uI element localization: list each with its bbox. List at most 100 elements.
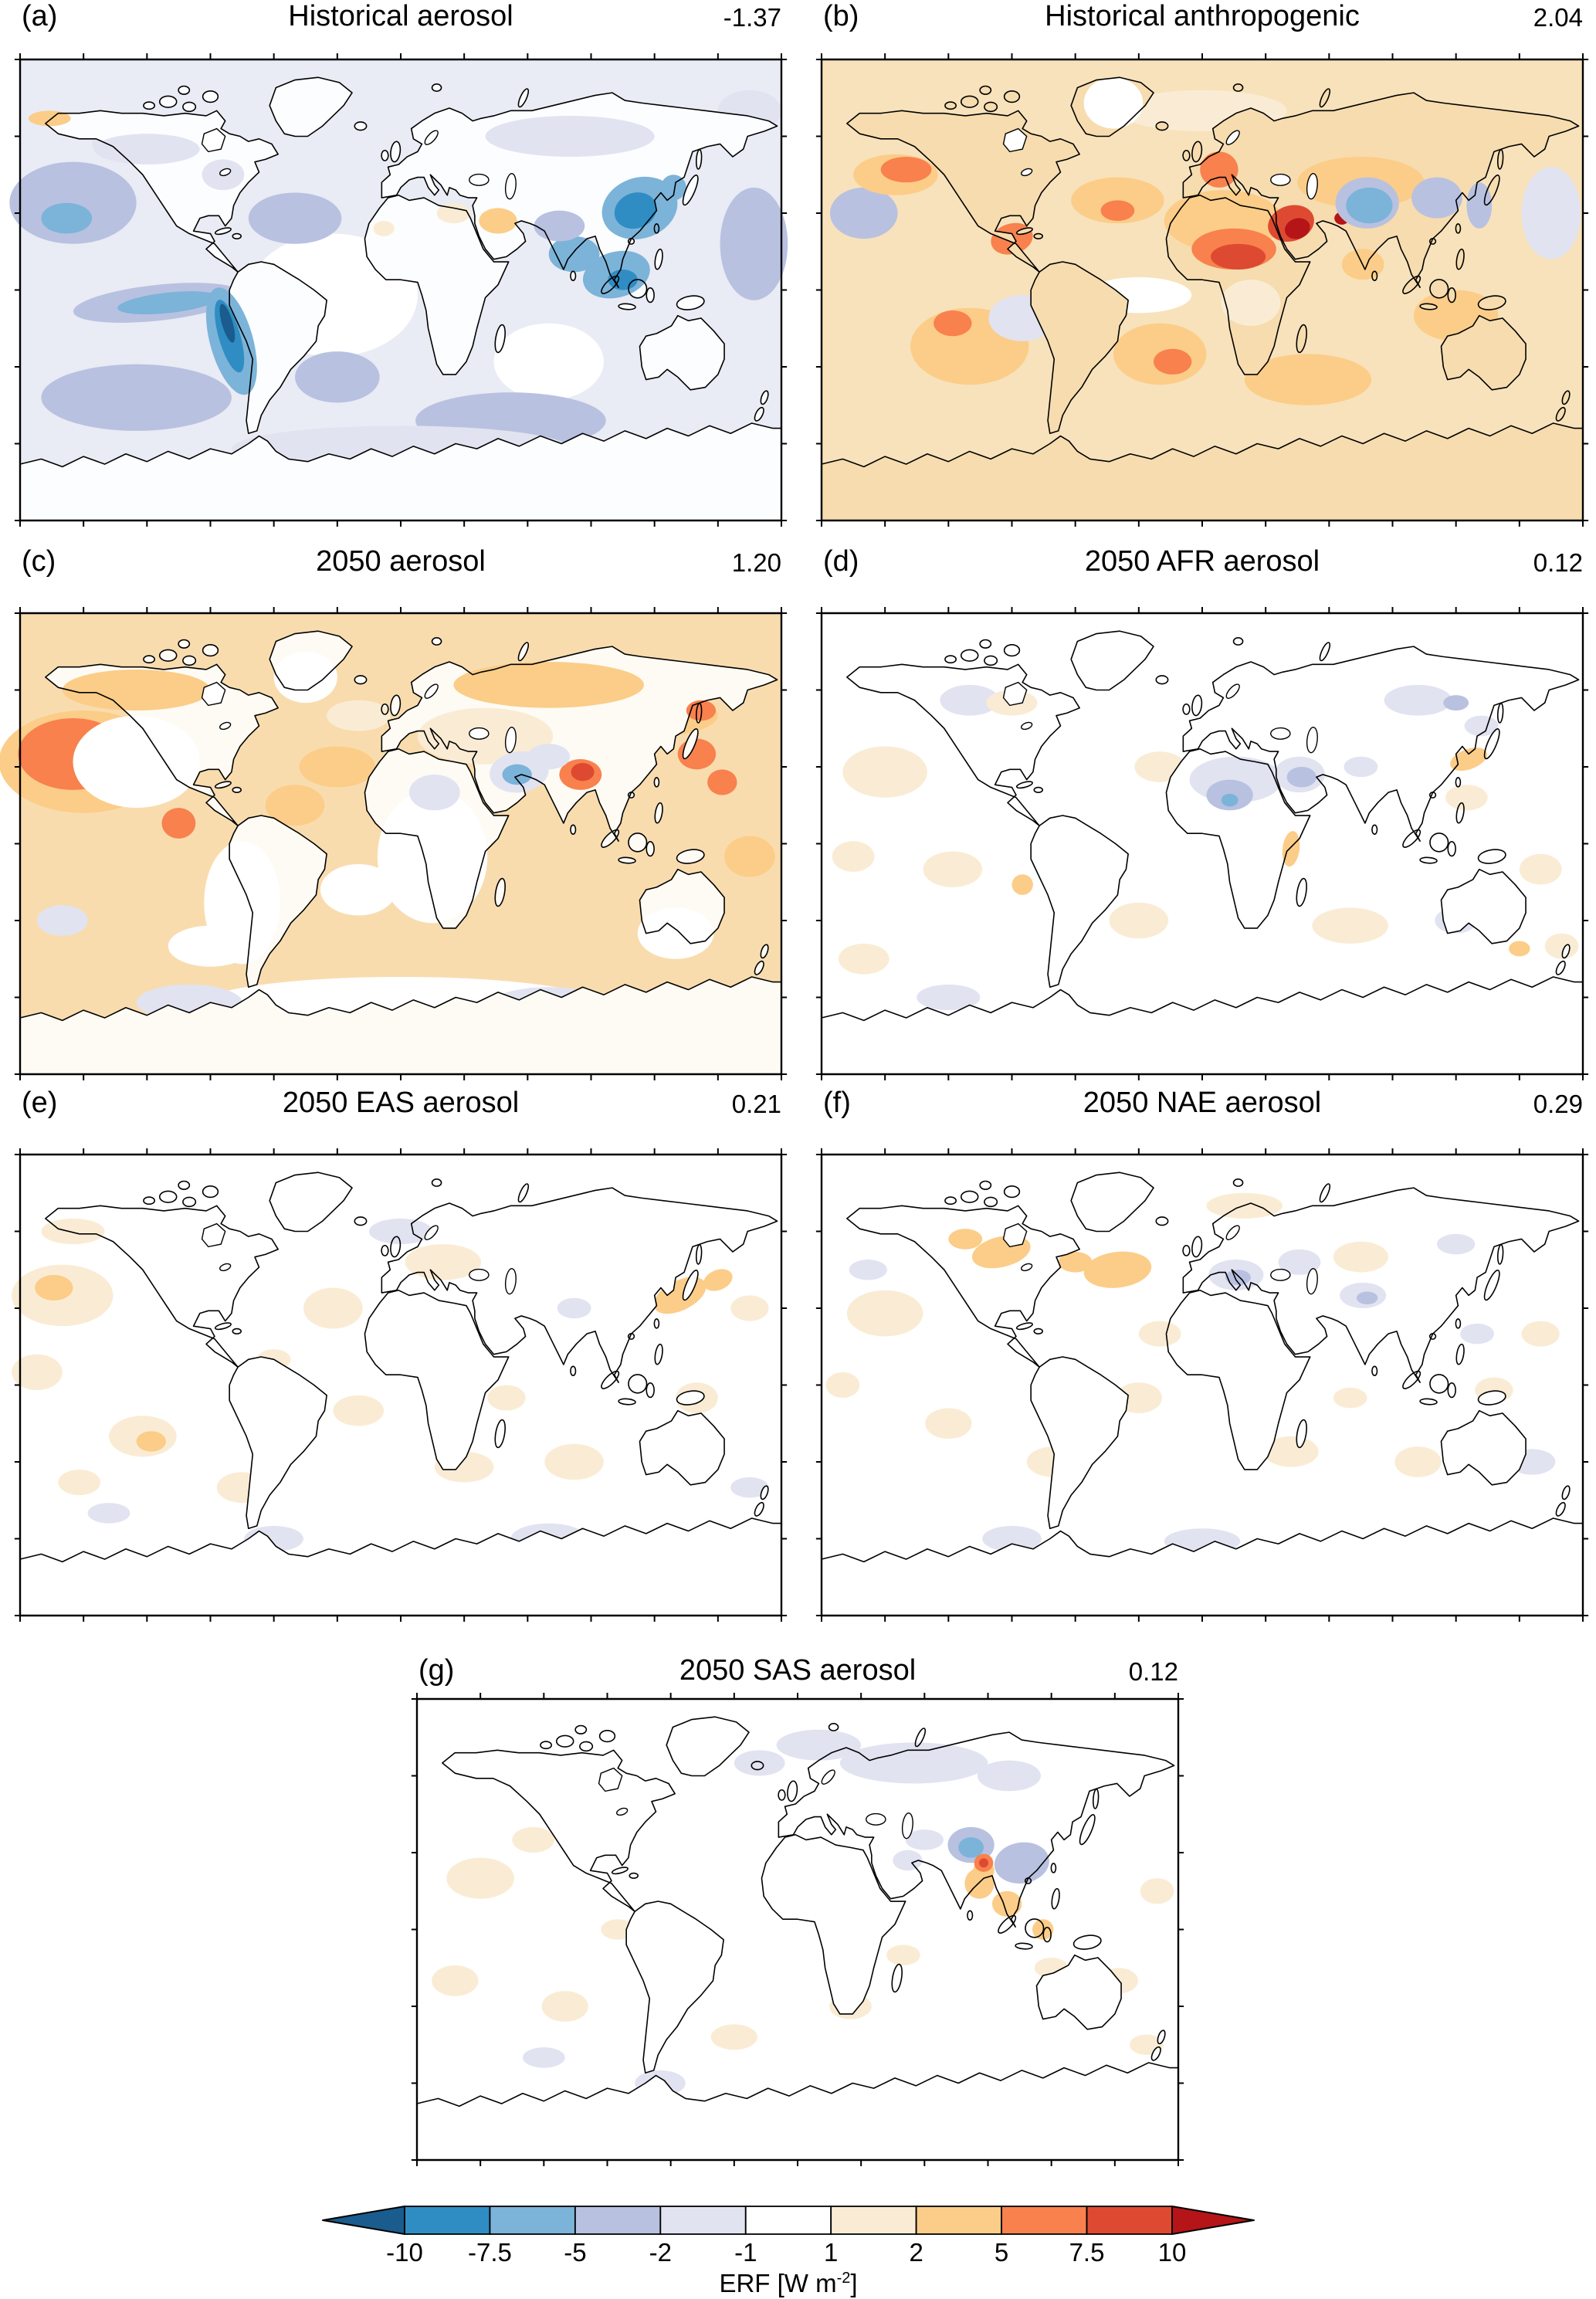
colorbar-gradient	[314, 2204, 1261, 2236]
colorbar-tick: 1	[824, 2238, 839, 2267]
map-frame	[822, 59, 1583, 520]
colorbar-segment	[659, 2206, 747, 2235]
colorbar-axis-label: ERF [W m-2]	[719, 2269, 858, 2297]
map-frame-ticks	[412, 1693, 1184, 2166]
panel-f-header: (f) 2050 NAE aerosol 0.29	[822, 1087, 1583, 1122]
colorbar-tick: -10	[386, 2238, 423, 2267]
map-frame	[20, 613, 781, 1074]
map-canvas-a	[9, 59, 788, 520]
panel-g: (g) 2050 SAS aerosol 0.12	[417, 1654, 1178, 2160]
map-frame	[822, 613, 1583, 1074]
colorbar-segment	[1001, 2206, 1088, 2235]
panel-title: 2050 SAS aerosol	[679, 1654, 917, 1687]
ocean-fill-blobs	[825, 1251, 1560, 1555]
colorbar-tick: -1	[734, 2238, 757, 2267]
panel-title: Historical aerosol	[288, 0, 513, 32]
panel-letter: (a)	[22, 0, 58, 32]
coastlines	[20, 1172, 781, 1616]
map-frame-ticks	[816, 607, 1588, 1080]
map-frame-ticks	[15, 53, 787, 527]
colorbar-segment	[1086, 2206, 1173, 2235]
land-fill-blobs	[62, 651, 717, 965]
colorbar-tick: 2	[909, 2238, 923, 2267]
colorbar-segment	[744, 2206, 832, 2235]
lakes-and-seas	[202, 1223, 517, 1295]
world-map-svg	[9, 59, 788, 520]
panel-global-mean: 0.12	[1533, 548, 1583, 577]
panel-title: 2050 NAE aerosol	[1083, 1087, 1322, 1119]
coastlines	[417, 1717, 1178, 2160]
land-fill	[822, 631, 1583, 1074]
panel-d: (d) 2050 AFR aerosol 0.12	[822, 545, 1583, 1074]
panel-f: (f) 2050 NAE aerosol 0.29	[822, 1087, 1583, 1616]
panel-c: (c) 2050 aerosol 1.20	[0, 545, 781, 1074]
coastlines	[822, 631, 1583, 1074]
coastlines	[20, 77, 781, 520]
land-fill-blobs	[41, 1218, 591, 1319]
coastlines	[822, 1172, 1583, 1616]
panel-global-mean: 2.04	[1533, 3, 1583, 32]
map-canvas-f	[822, 1155, 1583, 1616]
panel-letter: (c)	[22, 545, 56, 578]
world-map-svg	[822, 59, 1583, 520]
map-frame-ticks	[15, 607, 787, 1080]
panel-letter: (g)	[418, 1654, 455, 1687]
panel-a-header: (a) Historical aerosol -1.37	[20, 0, 781, 36]
map-canvas-b	[822, 59, 1583, 520]
colorbar-tick: -7.5	[468, 2238, 512, 2267]
map-canvas-d	[822, 613, 1583, 1074]
colorbar-tick: 5	[994, 2238, 1009, 2267]
colorbar-left-arrow	[322, 2206, 405, 2235]
lakes-and-seas	[202, 682, 517, 754]
panel-global-mean: 0.12	[1128, 1657, 1178, 1686]
world-map-svg	[417, 1699, 1178, 2160]
land-fill-blobs	[734, 1729, 1054, 1940]
panel-e-header: (e) 2050 EAS aerosol 0.21	[20, 1087, 781, 1122]
colorbar: -10 -7.5 -5 -2 -1 1 2 5 7.5 10 ERF [W m-…	[314, 2204, 1261, 2299]
panel-title: 2050 aerosol	[316, 545, 486, 578]
map-frame	[417, 1699, 1178, 2160]
colorbar-tick: 10	[1157, 2238, 1187, 2267]
colorbar-svg	[322, 2206, 1255, 2235]
world-map-svg	[822, 1155, 1583, 1616]
panel-global-mean: 0.29	[1533, 1090, 1583, 1118]
panel-b: (b) Historical anthropogenic 2.04	[822, 0, 1583, 520]
map-frame	[822, 1155, 1583, 1616]
panel-global-mean: -1.37	[723, 3, 781, 32]
panel-e: (e) 2050 EAS aerosol 0.21	[12, 1087, 781, 1616]
colorbar-segment	[404, 2206, 491, 2235]
panel-letter: (d)	[823, 545, 859, 578]
map-frame-ticks	[15, 1148, 787, 1622]
lakes-and-seas	[1004, 1223, 1319, 1295]
panel-letter: (b)	[823, 0, 859, 32]
map-frame-ticks	[816, 53, 1588, 527]
panel-title: Historical anthropogenic	[1045, 0, 1360, 32]
panel-a: (a) Historical aerosol -1.37	[9, 0, 788, 520]
colorbar-tick: 7.5	[1069, 2238, 1105, 2267]
lakes-and-seas	[1004, 682, 1319, 754]
world-map-svg	[822, 613, 1583, 1074]
colorbar-segment	[915, 2206, 1002, 2235]
panel-b-header: (b) Historical anthropogenic 2.04	[822, 0, 1583, 36]
ocean-fill-blobs	[432, 1826, 1174, 2097]
colorbar-tick: -2	[649, 2238, 672, 2267]
world-map-svg	[12, 1155, 781, 1616]
colorbar-segment	[830, 2206, 917, 2235]
coastlines	[822, 77, 1583, 520]
coastlines	[20, 631, 781, 1074]
panel-title: 2050 AFR aerosol	[1084, 545, 1320, 578]
map-frame	[20, 1155, 781, 1616]
panel-global-mean: 0.21	[731, 1090, 781, 1118]
panel-letter: (f)	[823, 1087, 851, 1119]
map-frame-ticks	[816, 1148, 1588, 1622]
panel-d-header: (d) 2050 AFR aerosol 0.12	[822, 545, 1583, 581]
panel-c-header: (c) 2050 aerosol 1.20	[20, 545, 781, 581]
colorbar-tick: -5	[564, 2238, 587, 2267]
map-canvas-g	[417, 1699, 1178, 2160]
colorbar-segment	[574, 2206, 662, 2235]
ocean-fill-blobs	[829, 90, 1581, 405]
lakes-and-seas	[599, 1768, 914, 1840]
colorbar-right-arrow	[1171, 2206, 1255, 2235]
panel-letter: (e)	[22, 1087, 58, 1119]
